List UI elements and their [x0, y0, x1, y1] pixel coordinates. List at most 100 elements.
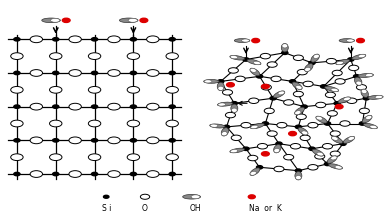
Circle shape	[53, 105, 59, 108]
Ellipse shape	[366, 116, 372, 119]
Circle shape	[69, 70, 81, 76]
Ellipse shape	[296, 175, 301, 180]
Ellipse shape	[361, 89, 368, 97]
Circle shape	[325, 92, 335, 98]
Ellipse shape	[355, 77, 362, 86]
Text: S i: S i	[102, 204, 111, 213]
Circle shape	[260, 53, 271, 59]
Circle shape	[291, 143, 301, 149]
Circle shape	[14, 38, 20, 41]
Circle shape	[325, 122, 331, 125]
Circle shape	[243, 147, 249, 151]
Ellipse shape	[312, 149, 324, 156]
Ellipse shape	[231, 104, 238, 113]
Circle shape	[301, 105, 307, 108]
Circle shape	[223, 125, 230, 129]
Circle shape	[14, 139, 20, 142]
Circle shape	[295, 169, 301, 172]
Circle shape	[334, 102, 340, 105]
Ellipse shape	[356, 81, 362, 85]
Ellipse shape	[274, 145, 281, 153]
Circle shape	[335, 105, 343, 109]
Circle shape	[293, 55, 303, 60]
Ellipse shape	[358, 73, 373, 78]
Circle shape	[108, 70, 120, 76]
Ellipse shape	[204, 79, 219, 83]
Circle shape	[53, 38, 59, 41]
Ellipse shape	[352, 54, 366, 60]
Ellipse shape	[295, 111, 301, 115]
Circle shape	[88, 53, 101, 59]
Ellipse shape	[332, 137, 338, 140]
Ellipse shape	[336, 59, 350, 65]
Circle shape	[140, 194, 150, 199]
Ellipse shape	[250, 68, 260, 76]
Circle shape	[349, 65, 359, 71]
Circle shape	[340, 142, 346, 145]
Circle shape	[295, 125, 301, 129]
Circle shape	[243, 58, 249, 61]
Ellipse shape	[218, 103, 226, 106]
Circle shape	[127, 53, 140, 59]
Circle shape	[30, 171, 43, 177]
Circle shape	[300, 135, 310, 141]
Circle shape	[293, 91, 303, 97]
Circle shape	[147, 36, 159, 43]
Circle shape	[283, 154, 294, 160]
Circle shape	[130, 172, 136, 176]
Ellipse shape	[278, 91, 285, 95]
Ellipse shape	[370, 125, 377, 129]
Circle shape	[340, 121, 350, 126]
Ellipse shape	[273, 91, 285, 98]
Ellipse shape	[295, 107, 305, 115]
Circle shape	[248, 155, 258, 161]
Circle shape	[53, 172, 59, 176]
Ellipse shape	[301, 131, 308, 135]
Circle shape	[50, 86, 62, 93]
Ellipse shape	[358, 54, 366, 58]
Circle shape	[53, 139, 59, 142]
Ellipse shape	[328, 164, 343, 169]
Circle shape	[262, 152, 269, 156]
Circle shape	[30, 103, 43, 110]
Ellipse shape	[217, 102, 233, 106]
Ellipse shape	[119, 18, 138, 23]
Circle shape	[363, 97, 369, 100]
Ellipse shape	[281, 43, 288, 52]
Circle shape	[267, 131, 277, 136]
Circle shape	[108, 171, 120, 177]
Circle shape	[30, 36, 43, 43]
Ellipse shape	[230, 149, 238, 153]
Circle shape	[353, 75, 360, 78]
Circle shape	[69, 171, 81, 177]
Circle shape	[166, 154, 178, 160]
Ellipse shape	[305, 64, 313, 72]
Circle shape	[108, 137, 120, 144]
Circle shape	[357, 84, 366, 90]
Circle shape	[332, 70, 342, 76]
Circle shape	[147, 137, 159, 144]
Ellipse shape	[336, 61, 343, 65]
Circle shape	[262, 122, 269, 125]
Ellipse shape	[331, 136, 343, 143]
Circle shape	[359, 108, 369, 114]
Ellipse shape	[313, 54, 319, 58]
Circle shape	[218, 80, 224, 83]
Circle shape	[309, 61, 315, 65]
Circle shape	[88, 120, 101, 127]
Ellipse shape	[311, 54, 319, 62]
Ellipse shape	[346, 39, 354, 42]
Circle shape	[261, 84, 271, 90]
Text: OH: OH	[190, 204, 201, 213]
Circle shape	[222, 90, 233, 95]
Circle shape	[91, 71, 98, 75]
Circle shape	[271, 76, 281, 82]
Circle shape	[347, 98, 357, 103]
Ellipse shape	[183, 194, 201, 199]
Circle shape	[226, 83, 234, 87]
Ellipse shape	[339, 39, 355, 43]
Ellipse shape	[331, 88, 338, 92]
Circle shape	[283, 100, 294, 105]
Circle shape	[235, 76, 245, 82]
Circle shape	[147, 70, 159, 76]
